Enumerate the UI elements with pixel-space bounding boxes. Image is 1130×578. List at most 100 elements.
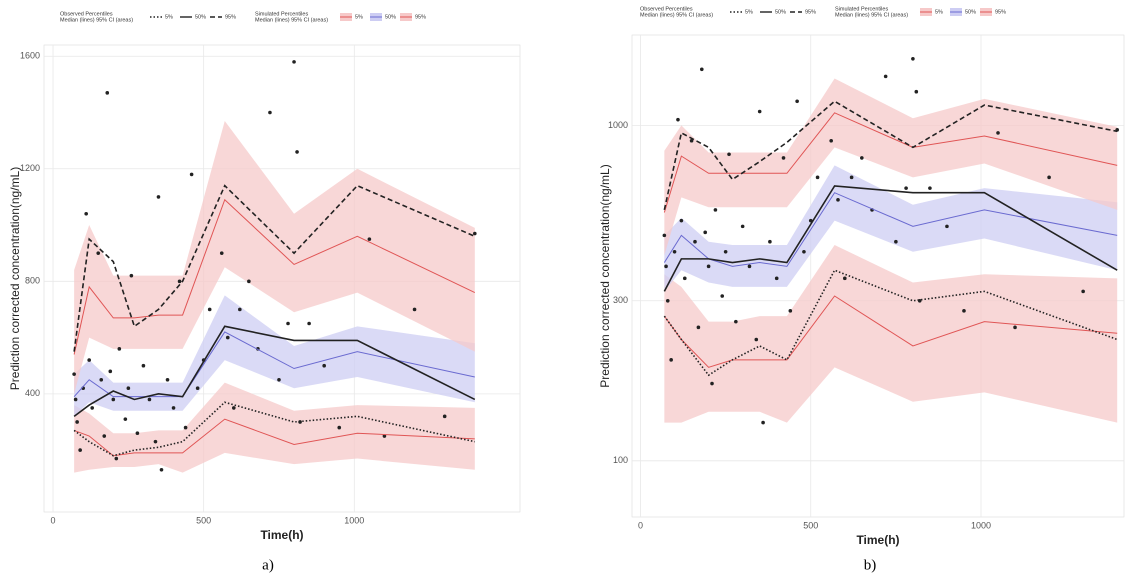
legend-subtitle: Median (lines) 95% CI (areas) xyxy=(60,17,133,23)
observation-point xyxy=(996,131,1000,135)
observation-point xyxy=(90,406,95,410)
observation-point xyxy=(781,156,786,160)
observation-point xyxy=(883,74,888,79)
observation-point xyxy=(307,321,311,326)
observation-point xyxy=(219,251,224,255)
legend-title: Simulated Percentiles xyxy=(835,6,888,12)
observation-point xyxy=(165,377,170,382)
observed-percentile-line xyxy=(663,269,1118,377)
observation-point xyxy=(740,224,745,229)
x-tick-label: 500 xyxy=(803,520,818,530)
observation-point xyxy=(843,276,847,281)
legend-title: Simulated Percentiles xyxy=(255,11,308,17)
observation-point xyxy=(111,397,116,402)
legend-label: 50% xyxy=(965,9,976,15)
observation-point xyxy=(295,150,299,154)
observation-point xyxy=(788,309,793,313)
observation-point xyxy=(337,425,342,430)
legend-title: Observed Percentiles xyxy=(60,11,113,17)
observation-point xyxy=(928,186,932,190)
observation-point xyxy=(747,264,752,269)
simulated-median-line xyxy=(73,198,476,355)
observation-point xyxy=(207,307,212,312)
observation-point xyxy=(795,99,799,104)
legend-label: 95% xyxy=(805,9,816,15)
legend-subtitle: Median (lines) 95% CI (areas) xyxy=(835,12,908,18)
simulated-median-line xyxy=(73,331,475,398)
observation-point xyxy=(177,279,182,284)
observation-point xyxy=(669,358,673,362)
observation-point xyxy=(1081,289,1085,294)
observation-point xyxy=(1047,175,1051,180)
observation-point xyxy=(105,91,110,95)
observation-point xyxy=(72,372,76,376)
observation-point xyxy=(662,233,667,238)
observation-point xyxy=(672,249,677,254)
caption: b) xyxy=(864,557,877,573)
observation-point xyxy=(159,468,164,472)
observation-point xyxy=(679,218,684,223)
simulated-median-line xyxy=(73,418,475,457)
observation-point xyxy=(412,307,417,312)
y-tick-label: 100 xyxy=(613,455,628,465)
caption: a) xyxy=(262,557,274,573)
ci-band xyxy=(664,78,1118,256)
observation-point xyxy=(238,307,242,312)
observation-point xyxy=(761,420,765,425)
x-tick-label: 0 xyxy=(51,515,56,525)
observation-point xyxy=(156,195,161,199)
observation-point xyxy=(689,138,694,143)
observation-point xyxy=(723,249,728,254)
observation-point xyxy=(147,397,152,402)
observation-point xyxy=(268,110,272,115)
observation-point xyxy=(894,239,898,244)
observation-point xyxy=(277,377,281,382)
legend-label: 50% xyxy=(195,14,206,20)
ci-band xyxy=(74,120,475,394)
observation-point xyxy=(183,425,188,430)
legend-label: 50% xyxy=(775,9,786,15)
ci-band xyxy=(664,165,1118,292)
observation-point xyxy=(153,439,158,444)
observation-point xyxy=(754,337,759,342)
observation-point xyxy=(774,276,779,281)
observation-point xyxy=(171,406,176,410)
legend-label: 95% xyxy=(225,14,236,20)
observation-point xyxy=(860,156,864,160)
legend-subtitle: Median (lines) 95% CI (areas) xyxy=(640,12,713,18)
observation-point xyxy=(849,175,854,180)
observed-percentile-line xyxy=(73,325,476,417)
legend-label: 5% xyxy=(745,9,753,15)
observation-point xyxy=(696,325,701,330)
y-tick-label: 400 xyxy=(25,388,40,398)
observed-percentile-line xyxy=(663,100,1118,211)
observation-point xyxy=(757,109,762,114)
y-tick-label: 1000 xyxy=(608,120,628,130)
ci-band xyxy=(664,244,1118,423)
observation-point xyxy=(382,434,387,438)
simulated-median-line xyxy=(663,112,1118,213)
observation-point xyxy=(129,273,134,278)
observation-point xyxy=(195,386,200,391)
legend-label: 5% xyxy=(935,9,943,15)
observation-point xyxy=(96,251,101,255)
observation-point xyxy=(114,456,119,461)
observation-point xyxy=(904,186,908,190)
simulated-median-line xyxy=(663,192,1118,267)
observation-point xyxy=(727,152,731,157)
observation-point xyxy=(665,298,670,303)
observation-point xyxy=(87,358,91,362)
observation-point xyxy=(699,67,704,72)
observed-percentile-line xyxy=(73,401,475,457)
observation-point xyxy=(367,237,372,241)
panel: 400 800 1200 1600 0 500 1000 Time(h) Prediction … xyxy=(8,11,521,573)
legend-label: 5% xyxy=(165,14,173,20)
x-tick-label: 500 xyxy=(196,515,211,525)
observation-point xyxy=(836,198,840,202)
observation-point xyxy=(962,309,966,313)
x-tick-label: 1000 xyxy=(971,520,991,530)
observation-point xyxy=(123,417,128,421)
observation-point xyxy=(225,335,230,340)
observed-percentile-line xyxy=(73,184,476,352)
